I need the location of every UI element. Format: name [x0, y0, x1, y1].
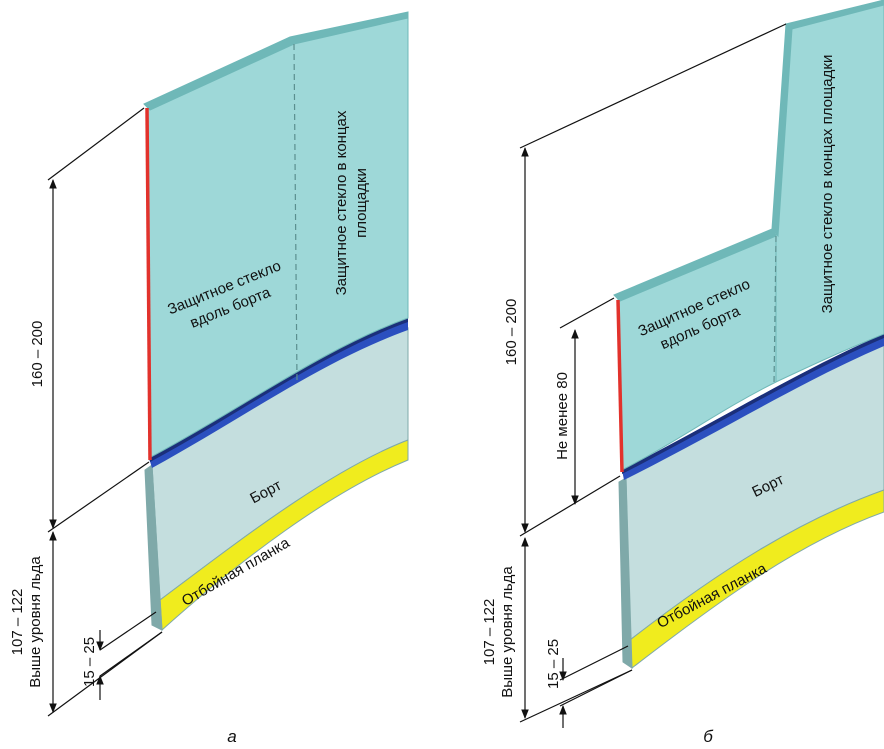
board-edge-b	[618, 477, 633, 669]
label-glass-end-a-l1: Защитное стекло в концах	[333, 110, 350, 295]
glass-divider-a	[293, 43, 298, 382]
dim-glass-a: 160 – 200	[29, 321, 46, 388]
dim-total-a-l2: Выше уровня льда	[27, 556, 44, 688]
glass-end-panel-b	[775, 0, 884, 383]
label-glass-end-a-l2: площадки	[353, 168, 370, 238]
ext-line-mid-a	[47, 461, 150, 533]
board-top-strip-dark-a	[149, 318, 408, 462]
board-top-strip-b	[622, 334, 884, 480]
kickplate-a	[159, 439, 409, 632]
glass-red-edge-b	[616, 299, 624, 473]
panel-a: 160 – 200 107 – 122 Выше уровня льда 15 …	[9, 11, 409, 746]
glass-divider-b	[773, 235, 777, 386]
ext-line-bottom-a	[47, 631, 163, 717]
dim-total-b-l1: 107 – 122	[481, 599, 498, 666]
ext-line-kicktop-b	[559, 645, 629, 681]
dim-total-a-l1: 107 – 122	[9, 589, 26, 656]
glass-top-edge-a	[143, 11, 409, 111]
ext-line-top-a	[47, 107, 145, 181]
dim-min-b: Не менее 80	[554, 372, 571, 460]
dim-glass-b: 160 – 200	[503, 299, 520, 366]
board-edge-a	[144, 464, 163, 631]
glass-red-edge-a	[145, 107, 152, 461]
dim-kick-b: 15 – 25	[545, 639, 562, 689]
ext-line-bottom-b	[519, 669, 633, 723]
board-top-strip-dark-b	[622, 334, 884, 474]
kickplate-b	[629, 489, 884, 669]
ext-line-kicktop-a	[99, 611, 157, 651]
glass-side-panel-b	[617, 231, 777, 471]
dim-kick-a: 15 – 25	[81, 637, 98, 687]
ext-line-min-b	[559, 297, 615, 329]
label-glass-end-b: Защитное стекло в концах площадки	[819, 55, 836, 314]
board-top-strip-a	[149, 318, 408, 468]
caption-a: а	[227, 727, 236, 746]
dim-total-b-l2: Выше уровня льда	[499, 566, 516, 698]
ext-line-top-b	[519, 23, 787, 149]
ext-line-mid-b	[519, 475, 621, 537]
caption-b: б	[703, 727, 714, 746]
panel-b: 160 – 200 Не менее 80 107 – 122 Выше уро…	[481, 0, 884, 746]
glass-panel-a	[147, 15, 409, 459]
glass-end-edge-b	[771, 22, 793, 238]
